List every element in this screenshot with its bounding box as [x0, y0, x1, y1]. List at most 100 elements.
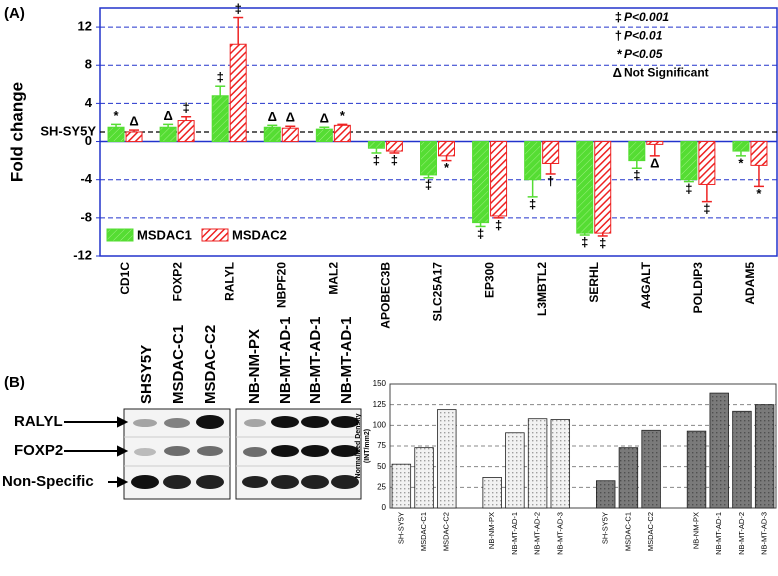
error-bar: [163, 123, 174, 128]
x-tick-label: EP300: [483, 262, 497, 298]
significance-mark: ‡: [425, 177, 432, 192]
row-label: Non-Specific: [2, 473, 94, 490]
bar: [211, 95, 229, 143]
x-tick-label: NB-MT-AD-3: [760, 512, 769, 555]
y-axis-title: (INT/mm2): [364, 429, 371, 463]
x-tick-label: NB-MT-AD-1: [714, 512, 723, 555]
x-tick-label: SH-SY5Y: [396, 512, 405, 544]
x-tick-label: MAL2: [327, 262, 341, 295]
band: [196, 415, 224, 429]
band: [163, 475, 191, 489]
band: [331, 475, 359, 489]
x-tick-label: MSDAC-C2: [442, 512, 451, 551]
bar: [315, 128, 333, 143]
significance-mark: ‡: [373, 152, 380, 167]
bar: [524, 141, 542, 181]
band: [301, 475, 329, 489]
band: [301, 445, 329, 457]
significance-mark: Δ: [286, 110, 295, 125]
bar: [576, 141, 594, 234]
band: [134, 448, 156, 456]
lane-label: NB-MT-AD-1: [277, 317, 294, 405]
significance-mark: †: [547, 173, 554, 188]
legend-swatch: [106, 228, 134, 242]
bar-texture: [437, 409, 457, 508]
error-bar: [545, 163, 556, 175]
bar-texture: [641, 430, 661, 508]
significance-mark: ‡: [182, 100, 189, 115]
x-tick-label: FOXP2: [170, 262, 184, 302]
x-tick-label: NB-NM-PX: [487, 512, 496, 549]
bar: [281, 127, 299, 143]
x-tick-label: APOBEC3B: [379, 262, 393, 329]
key-label: P<0.05: [624, 47, 663, 61]
significance-mark: ‡: [391, 152, 398, 167]
legend-label: MSDAC1: [137, 227, 192, 242]
bar-texture: [505, 432, 525, 508]
band: [331, 445, 359, 457]
significance-mark: ‡: [633, 168, 640, 183]
x-tick-label: NB-MT-AD-2: [737, 512, 746, 555]
band: [164, 446, 190, 456]
y-tick-label: 50: [377, 462, 386, 471]
band: [242, 476, 268, 488]
band: [271, 475, 299, 489]
legend-label: MSDAC2: [232, 227, 287, 242]
bar-texture: [482, 477, 502, 508]
x-tick-label: POLDIP3: [691, 262, 705, 314]
x-tick-label: MSDAC-C2: [646, 512, 655, 551]
x-tick-label: NB-MT-AD-3: [555, 512, 564, 555]
bar: [628, 141, 646, 162]
error-bar: [527, 179, 538, 198]
error-bar: [631, 160, 642, 169]
bar: [732, 141, 750, 152]
y-tick-label: 125: [373, 400, 387, 409]
error-bar: [181, 115, 192, 121]
band: [271, 416, 299, 428]
x-tick-label: SERHL: [587, 262, 601, 303]
x-tick-label: L3MBTL2: [535, 262, 549, 316]
bar: [367, 141, 385, 149]
significance-mark: Δ: [320, 111, 329, 126]
x-tick-label: SH-SY5Y: [601, 512, 610, 544]
error-bar: [441, 155, 452, 162]
band: [131, 475, 159, 489]
error-bar: [233, 16, 244, 45]
key-symbol: Δ: [613, 65, 622, 80]
lane-label: MSDAC-C1: [170, 325, 187, 404]
y-tick-label: 0: [382, 503, 387, 512]
significance-mark: ‡: [703, 201, 710, 216]
y-tick-label: 0: [85, 133, 92, 148]
band: [301, 416, 329, 428]
bar: [229, 43, 247, 143]
significance-mark: *: [340, 108, 346, 123]
panel-label: (B): [4, 374, 25, 391]
y-tick-label: -12: [73, 247, 92, 262]
blot-arrows: [64, 416, 129, 488]
bar: [177, 120, 195, 143]
bar-texture: [414, 447, 434, 508]
bar: [750, 141, 768, 166]
x-tick-label: NBPF20: [274, 262, 288, 308]
error-bar: [371, 148, 382, 154]
significance-mark: ‡: [599, 235, 606, 250]
row-label: RALYL: [14, 413, 63, 430]
error-bar: [683, 179, 694, 183]
error-bar: [701, 184, 712, 203]
error-bar: [111, 123, 122, 128]
bar: [420, 141, 437, 176]
plot-frame: [389, 383, 777, 509]
significance-mark: *: [444, 160, 450, 175]
key-label: Not Significant: [624, 66, 709, 80]
error-bar: [475, 222, 486, 228]
significance-mark: ‡: [685, 181, 692, 196]
error-bar: [753, 165, 764, 188]
y-tick-label: -4: [80, 171, 92, 186]
bar-texture: [596, 480, 616, 508]
y-tick-label: 8: [85, 57, 92, 72]
arrow-head: [117, 476, 129, 488]
error-bar: [319, 126, 330, 130]
key-label: P<0.001: [624, 10, 669, 24]
error-bar: [597, 233, 608, 237]
bar-texture: [732, 411, 752, 508]
